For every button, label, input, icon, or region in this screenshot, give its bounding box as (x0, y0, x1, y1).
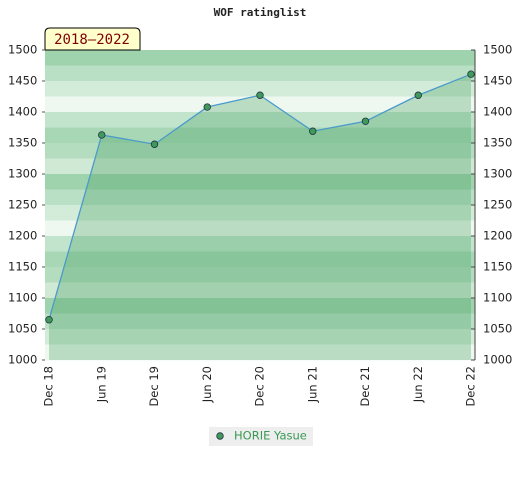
x-tick-label: Dec 21 (358, 366, 372, 407)
y2-tick-label: 1100 (483, 291, 512, 305)
band (45, 127, 475, 144)
x-tick-label: Dec 18 (42, 366, 56, 407)
band (45, 220, 475, 237)
x-tick-label: Jun 22 (411, 366, 425, 403)
y2-tick-label: 1350 (483, 136, 512, 150)
x-tick-label: Jun 20 (200, 366, 214, 403)
period-box (44, 27, 141, 51)
period-label: 2018–2022 (54, 32, 130, 48)
x-tick-label: Dec 19 (147, 366, 161, 407)
band (45, 236, 475, 252)
band (45, 329, 475, 345)
y-tick-label: 1500 (8, 43, 37, 57)
y2-tick-label: 1200 (483, 229, 512, 243)
band (45, 282, 475, 299)
y2-tick-label: 1300 (483, 167, 512, 181)
band (45, 96, 475, 113)
y-tick-label: 1300 (8, 167, 37, 181)
y2-tick-label: 1400 (483, 105, 512, 119)
legend-box (209, 427, 313, 446)
y-tick-label: 1450 (8, 74, 37, 88)
y2-tick-label: 1250 (483, 198, 512, 212)
point (45, 316, 53, 324)
band (45, 65, 475, 82)
band (45, 344, 475, 361)
band (45, 313, 475, 330)
point (256, 91, 264, 99)
y2-tick-label: 1500 (483, 43, 512, 57)
x-tick-label: Dec 20 (253, 366, 267, 407)
plot-area (45, 50, 475, 361)
y2-tick-label: 1050 (483, 322, 512, 336)
legend-text: HORIE Yasue (234, 429, 307, 443)
point (309, 127, 317, 135)
y-tick-label: 1000 (8, 353, 37, 367)
point (414, 91, 422, 99)
y-tick-label: 1400 (8, 105, 37, 119)
y2-tick-label: 1450 (483, 74, 512, 88)
y-tick-label: 1200 (8, 229, 37, 243)
y2-tick-label: 1000 (483, 353, 512, 367)
y-tick-label: 1150 (8, 260, 37, 274)
y-tick-label: 1250 (8, 198, 37, 212)
legend-marker (216, 432, 224, 440)
band (45, 174, 475, 190)
point (203, 103, 211, 111)
x-tick-label: Jun 21 (305, 366, 319, 403)
band (45, 251, 475, 268)
band (45, 205, 475, 221)
point (150, 140, 159, 148)
point (98, 131, 106, 139)
y2-tick-label: 1150 (483, 260, 512, 274)
band (45, 189, 475, 206)
band (45, 81, 475, 97)
point (361, 117, 370, 125)
x-tick-label: Jun 19 (94, 366, 108, 403)
band (45, 267, 475, 283)
band (45, 298, 475, 314)
point (467, 70, 475, 78)
chart-title: WOF ratinglist (214, 6, 307, 19)
y-tick-label: 1350 (8, 136, 37, 150)
y-tick-label: 1050 (8, 322, 37, 336)
band (45, 158, 475, 175)
y-tick-label: 1100 (8, 291, 37, 305)
x-tick-label: Dec 22 (464, 366, 478, 407)
band (45, 50, 475, 66)
